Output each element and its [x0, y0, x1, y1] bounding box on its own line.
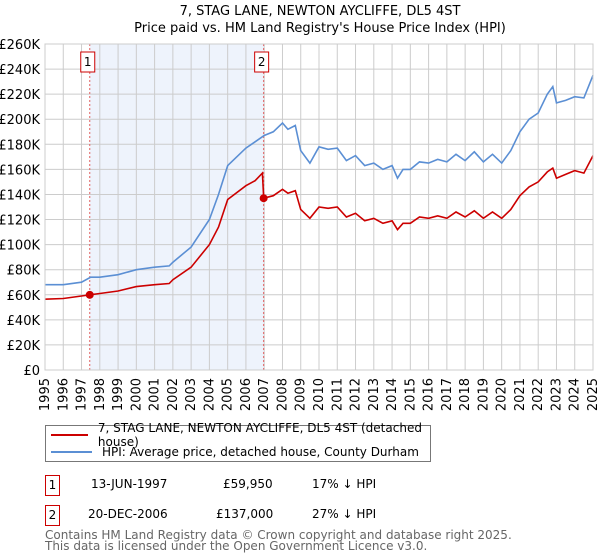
x-tick-label: 2010 — [312, 378, 327, 411]
x-tick-label: 2000 — [129, 378, 144, 411]
x-tick-label: 2013 — [367, 378, 382, 411]
y-tick-label: £80K — [7, 264, 41, 279]
sale-price: £137,000 — [216, 507, 274, 521]
legend-label: HPI: Average price, detached house, Coun… — [102, 445, 419, 459]
x-tick-label: 2005 — [221, 378, 236, 411]
sale-row-2: 2 20-DEC-2006 £137,000 27% ↓ HPI — [45, 505, 445, 526]
sale-date: 20-DEC-2006 — [88, 507, 168, 521]
sale-point — [85, 290, 94, 299]
sale-hpi-diff: 17% ↓ HPI — [312, 477, 377, 491]
y-tick-label: £100K — [0, 239, 40, 254]
footer: Contains HM Land Registry data © Crown c… — [45, 528, 512, 553]
y-tick-label: £220K — [0, 88, 40, 103]
legend-item-property: 7, STAG LANE, NEWTON AYCLIFFE, DL5 4ST (… — [46, 421, 430, 449]
plot-border — [44, 43, 594, 371]
x-tick-label: 1998 — [93, 378, 108, 411]
x-tick-label: 2018 — [458, 378, 473, 411]
y-tick-label: £140K — [0, 188, 40, 203]
sale-marker-label: 1 — [84, 55, 92, 69]
y-tick-label: £20K — [7, 339, 41, 354]
sale-price: £59,950 — [223, 477, 273, 491]
y-tick-label: £260K — [0, 38, 40, 53]
y-tick-label: £240K — [0, 63, 40, 78]
y-tick-label: £200K — [0, 113, 40, 128]
x-tick-label: 2016 — [422, 378, 437, 411]
footer-copyright: Contains HM Land Registry data © Crown c… — [45, 528, 512, 542]
sale-hpi-diff: 27% ↓ HPI — [312, 507, 377, 521]
legend-swatch-red — [51, 434, 88, 436]
y-tick-label: £180K — [0, 138, 40, 153]
y-tick-label: £160K — [0, 163, 40, 178]
sale-marker-badge — [80, 51, 96, 73]
x-tick-label: 2017 — [440, 378, 455, 411]
x-tick-label: 1999 — [111, 378, 126, 411]
x-tick-label: 2021 — [513, 378, 528, 411]
x-tick-label: 1995 — [38, 378, 53, 411]
x-tick-label: 1997 — [75, 378, 90, 411]
sale-marker-badge — [254, 51, 270, 73]
sale-point — [259, 194, 268, 203]
sale-marker-label: 2 — [258, 55, 266, 69]
sale-badge: 1 — [45, 475, 60, 496]
x-tick-label: 2024 — [568, 378, 583, 411]
chart-subtitle: Price paid vs. HM Land Registry's House … — [134, 21, 506, 36]
sale-date: 13-JUN-1997 — [91, 477, 168, 491]
x-tick-label: 2015 — [403, 378, 418, 411]
chart-title: 7, STAG LANE, NEWTON AYCLIFFE, DL5 4ST — [180, 4, 461, 19]
sale-badge: 2 — [45, 505, 60, 526]
x-tick-label: 2011 — [330, 378, 345, 411]
legend-swatch-blue — [51, 451, 92, 453]
x-tick-label: 2025 — [586, 378, 600, 411]
legend-item-hpi: HPI: Average price, detached house, Coun… — [46, 444, 419, 460]
x-tick-label: 2012 — [349, 378, 364, 411]
footer-licence: This data is licensed under the Open Gov… — [45, 539, 428, 553]
x-tick-label: 2004 — [202, 378, 217, 411]
x-tick-label: 2002 — [166, 378, 181, 411]
y-tick-label: £0 — [23, 364, 40, 379]
x-tick-label: 2019 — [476, 378, 491, 411]
x-tick-label: 2009 — [294, 378, 309, 411]
x-tick-label: 2006 — [239, 378, 254, 411]
y-tick-label: £60K — [7, 289, 41, 304]
x-tick-label: 2003 — [184, 378, 199, 411]
y-tick-label: £40K — [7, 314, 41, 329]
series-line — [45, 75, 594, 286]
x-tick-label: 2007 — [257, 378, 272, 411]
x-tick-label: 2022 — [531, 378, 546, 411]
x-tick-label: 2023 — [549, 378, 564, 411]
x-tick-label: 2008 — [275, 378, 290, 411]
series-line — [44, 155, 594, 300]
x-tick-label: 2001 — [148, 378, 163, 411]
x-tick-label: 1996 — [56, 378, 71, 411]
legend-label: 7, STAG LANE, NEWTON AYCLIFFE, DL5 4ST (… — [97, 421, 422, 449]
sale-row-1: 1 13-JUN-1997 £59,950 17% ↓ HPI — [45, 475, 445, 496]
y-tick-label: £120K — [0, 214, 40, 229]
x-tick-label: 2020 — [495, 378, 510, 411]
price-chart: 7, STAG LANE, NEWTON AYCLIFFE, DL5 4ST P… — [0, 4, 600, 411]
legend: 7, STAG LANE, NEWTON AYCLIFFE, DL5 4ST (… — [45, 421, 431, 462]
x-tick-label: 2014 — [385, 378, 400, 411]
ownership-shade — [89, 44, 264, 370]
